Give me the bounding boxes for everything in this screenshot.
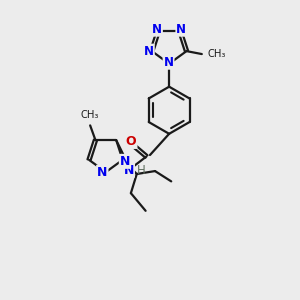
Text: H: H bbox=[137, 164, 146, 177]
Text: N: N bbox=[176, 23, 186, 36]
Text: CH₃: CH₃ bbox=[81, 110, 99, 120]
Text: N: N bbox=[144, 45, 154, 58]
Text: N: N bbox=[97, 166, 107, 178]
Text: CH₃: CH₃ bbox=[207, 49, 226, 59]
Text: N: N bbox=[124, 164, 134, 177]
Text: O: O bbox=[126, 135, 136, 148]
Text: N: N bbox=[152, 23, 162, 36]
Text: N: N bbox=[164, 56, 174, 69]
Text: N: N bbox=[120, 155, 130, 168]
